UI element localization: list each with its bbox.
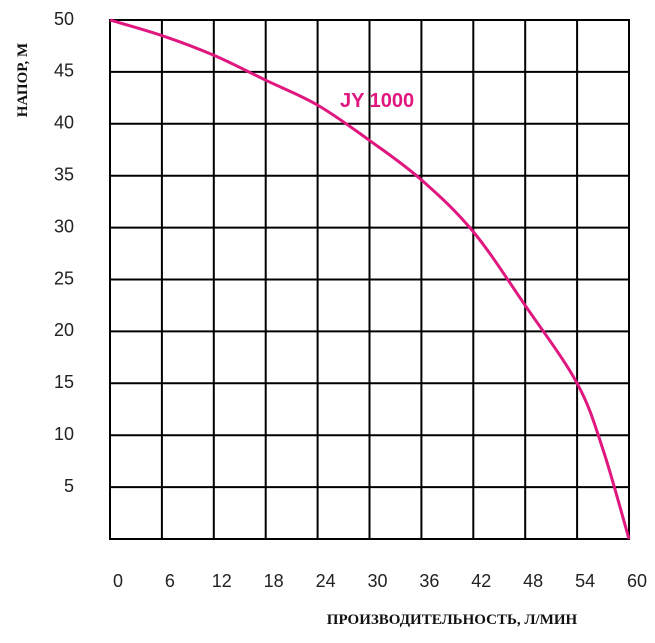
y-tick-label: 30: [54, 216, 74, 236]
y-tick-label: 25: [54, 268, 74, 288]
y-tick-label: 40: [54, 113, 74, 133]
y-tick-label: 50: [54, 9, 74, 29]
y-tick-label: 10: [54, 424, 74, 444]
series-label: JY 1000: [340, 90, 414, 112]
y-tick-label: 20: [54, 320, 74, 340]
x-axis-label: ПРОИЗВОДИТЕЛЬНОСТЬ, Л/МИН: [327, 612, 578, 628]
x-tick-label: 60: [627, 571, 647, 591]
curve: [109, 18, 631, 540]
x-tick-label: 30: [367, 571, 387, 591]
y-tick-label: 15: [54, 372, 74, 392]
x-tick-label: 36: [419, 571, 439, 591]
x-tick-label: 42: [471, 571, 491, 591]
x-tick-label: 12: [212, 571, 232, 591]
y-tick-label: 5: [64, 476, 74, 496]
y-tick-label: 35: [54, 164, 74, 184]
y-tick-label: 45: [54, 61, 74, 81]
x-tick-label: 18: [264, 571, 284, 591]
x-tick-label: 6: [165, 571, 175, 591]
x-tick-label: 24: [316, 571, 336, 591]
y-axis-label: НАПОР, М: [15, 43, 31, 117]
x-tick-label: 0: [113, 571, 123, 591]
x-tick-label: 48: [523, 571, 543, 591]
x-tick-label: 54: [575, 571, 595, 591]
